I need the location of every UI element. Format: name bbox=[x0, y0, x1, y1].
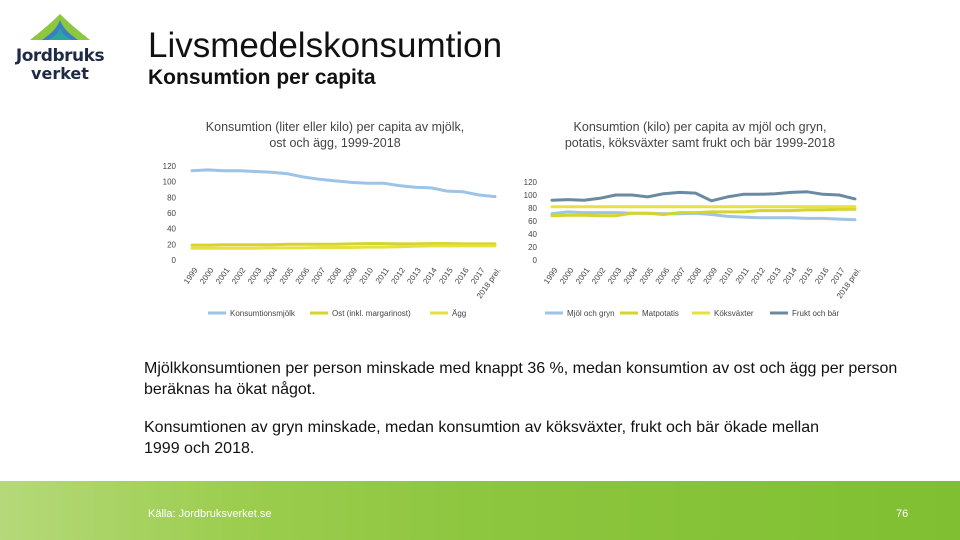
footer-source: Källa: Jordbruksverket.se bbox=[148, 508, 272, 520]
chart1-legend-label-2: Ost (inkl. margarinost) bbox=[332, 309, 411, 318]
chart2-series-line-1 bbox=[550, 210, 857, 222]
chart2-xtick-label: 2001 bbox=[574, 266, 592, 286]
chart1-series-line-3 bbox=[190, 244, 497, 250]
chart2-ytick-label: 120 bbox=[524, 178, 538, 187]
chart2-xtick-label: 2008 bbox=[686, 266, 704, 286]
chart2-series-line-2 bbox=[550, 207, 857, 218]
chart1-xtick-label: 2016 bbox=[453, 266, 471, 286]
chart1-ytick-label: 0 bbox=[172, 256, 177, 265]
chart2-ytick-label: 0 bbox=[533, 256, 538, 265]
chart2-legend-label-3: Köksväxter bbox=[714, 309, 754, 318]
page-subtitle: Konsumtion per capita bbox=[148, 66, 376, 89]
page-title: Livsmedelskonsumtion bbox=[148, 26, 503, 65]
chart1-xtick-label: 2001 bbox=[214, 266, 232, 286]
chart2-xtick-label: 2000 bbox=[558, 266, 576, 286]
chart1-xtick-label: 2003 bbox=[246, 266, 264, 286]
chart2-ytick-label: 80 bbox=[528, 204, 537, 213]
logo-text: Jordbruks verket bbox=[10, 46, 110, 83]
chart1-legend-label-3: Ägg bbox=[452, 309, 466, 318]
chart1-xtick-label: 2000 bbox=[198, 266, 216, 286]
page-number: 76 bbox=[896, 508, 909, 520]
chart2-xtick-label: 2003 bbox=[606, 266, 624, 286]
chart2-series-line-4 bbox=[550, 190, 857, 203]
chart1-series-line-1 bbox=[190, 168, 497, 199]
chart2-ytick-label: 60 bbox=[528, 217, 537, 226]
chart1-xtick-label: 2005 bbox=[278, 266, 296, 286]
chart1-series-line-2 bbox=[190, 242, 497, 247]
footer-bar bbox=[0, 481, 960, 540]
chart1-xtick-label: 2014 bbox=[421, 266, 439, 286]
logo-mark-icon bbox=[30, 14, 90, 40]
chart2-legend-label-4: Frukt och bär bbox=[792, 309, 839, 318]
chart1-xtick-label: 2010 bbox=[357, 266, 375, 286]
chart2-legend-label-2: Matpotatis bbox=[642, 309, 679, 318]
chart2-xtick-label: 2012 bbox=[749, 266, 767, 286]
chart2-xtick-label: 2006 bbox=[654, 266, 672, 286]
chart1-ytick-label: 120 bbox=[163, 162, 177, 171]
chart1-xtick-label: 2004 bbox=[262, 266, 280, 286]
chart1-ytick-label: 60 bbox=[167, 209, 176, 218]
chart1-title: Konsumtion (liter eller kilo) per capita… bbox=[205, 120, 465, 150]
charts-canvas: 0204060801001201999200020012002200320042… bbox=[163, 162, 863, 318]
chart2-xtick-label: 2007 bbox=[670, 266, 688, 286]
chart1-xtick-label: 2006 bbox=[294, 266, 312, 286]
chart2-xtick-label: 2013 bbox=[765, 266, 783, 286]
body-paragraph-2: Konsumtionen av gryn minskade, medan kon… bbox=[144, 419, 820, 457]
logo-line1: Jordbruks bbox=[15, 46, 105, 66]
chart2-ytick-label: 20 bbox=[528, 243, 537, 252]
chart2-xtick-label: 2005 bbox=[638, 266, 656, 286]
logo-line2: verket bbox=[31, 64, 89, 83]
chart2-xtick-label: 2004 bbox=[622, 266, 640, 286]
chart2-xtick-label: 2002 bbox=[590, 266, 608, 286]
chart2-legend-label-1: Mjöl och gryn bbox=[567, 309, 615, 318]
chart1-xtick-label: 2013 bbox=[405, 266, 423, 286]
logo: Jordbruks verket bbox=[10, 10, 110, 90]
chart1-ytick-label: 40 bbox=[167, 225, 176, 234]
chart2-xtick-label: 2011 bbox=[734, 266, 752, 286]
chart2-xtick-label: 2016 bbox=[813, 266, 831, 286]
chart2-xtick-label: 2014 bbox=[781, 266, 799, 286]
chart1-ytick-label: 80 bbox=[167, 193, 176, 202]
chart2-xtick-label: 2009 bbox=[702, 266, 720, 286]
chart1-xtick-label: 2008 bbox=[326, 266, 344, 286]
chart1-ytick-label: 100 bbox=[163, 178, 177, 187]
chart1-xtick-label: 2011 bbox=[374, 266, 392, 286]
chart1-xtick-label: 2012 bbox=[389, 266, 407, 286]
body-paragraph-1: Mjölkkonsumtionen per person minskade me… bbox=[144, 360, 898, 398]
chart1-xtick-label: 2007 bbox=[310, 266, 328, 286]
chart2-ytick-label: 100 bbox=[524, 191, 538, 200]
chart2-xtick-label: 1999 bbox=[542, 266, 560, 286]
chart1-xtick-label: 2002 bbox=[230, 266, 248, 286]
chart1-legend-label-1: Konsumtionsmjölk bbox=[230, 309, 296, 318]
chart1-xtick-label: 2009 bbox=[342, 266, 360, 286]
chart1-xtick-label: 1999 bbox=[182, 266, 200, 286]
chart2-title: Konsumtion (kilo) per capita av mjöl och… bbox=[564, 120, 836, 150]
chart1-xtick-label: 2015 bbox=[437, 266, 455, 286]
footer-stripe bbox=[0, 481, 960, 540]
chart2-xtick-label: 2015 bbox=[797, 266, 815, 286]
chart2-ytick-label: 40 bbox=[528, 230, 537, 239]
chart2-xtick-label: 2010 bbox=[717, 266, 735, 286]
chart1-ytick-label: 20 bbox=[167, 240, 176, 249]
